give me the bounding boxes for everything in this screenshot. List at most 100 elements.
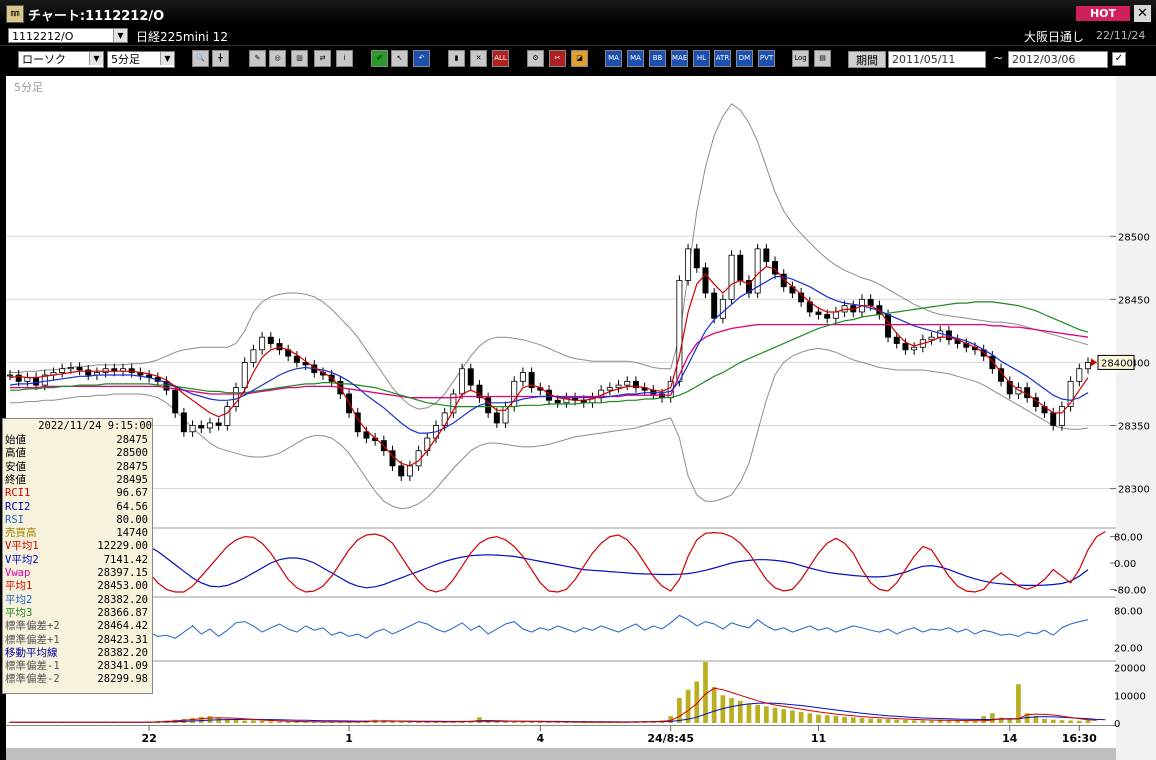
date-to-field[interactable]: 2012/03/06 xyxy=(1008,51,1108,68)
volume-bar xyxy=(537,721,543,723)
volume-bar xyxy=(1068,720,1073,723)
x-tick-label: 24/8:45 xyxy=(647,732,694,745)
bb-button[interactable]: BB xyxy=(649,50,666,67)
info-label: 高値 xyxy=(5,447,26,460)
candle-body xyxy=(780,273,787,288)
chevron-down-icon[interactable]: ▼ xyxy=(89,52,103,65)
atr-button[interactable]: ATR xyxy=(714,50,731,67)
candle-body xyxy=(67,367,74,370)
volume-bar xyxy=(520,721,526,723)
interval-select[interactable]: 5分足 ▼ xyxy=(107,51,175,68)
crosshair-icon[interactable]: ╋ xyxy=(212,50,229,67)
candle-icon[interactable]: ▮ xyxy=(448,50,465,67)
x-tick-label: 11 xyxy=(811,732,826,745)
apply-checkbox[interactable]: ✓ xyxy=(1112,52,1126,66)
info-value: 80.00 xyxy=(116,513,148,526)
candle-body xyxy=(1085,362,1091,370)
color-icon[interactable]: ✂ xyxy=(549,50,566,67)
volume-bar xyxy=(998,717,1004,723)
compare-icon[interactable]: ⇄ xyxy=(314,50,331,67)
candle-body xyxy=(693,248,700,269)
symbol-select[interactable]: 1112212/O ▼ xyxy=(8,28,128,43)
rsi-tick-label: 80.00 xyxy=(1114,606,1143,617)
log-button[interactable]: Log xyxy=(792,50,809,67)
volume-bar xyxy=(1042,718,1047,723)
last-price-box xyxy=(1097,354,1135,370)
ma2-line xyxy=(9,276,1089,434)
volume-bar xyxy=(929,720,934,723)
volume-bar xyxy=(277,721,282,723)
info-value: 12229.00 xyxy=(97,540,148,553)
volume-bar xyxy=(1085,720,1091,723)
candle-body xyxy=(815,311,822,315)
print-icon[interactable]: ▤ xyxy=(814,50,831,67)
close-icon[interactable]: ✕ xyxy=(1134,5,1151,22)
undo-icon[interactable]: ↶ xyxy=(413,50,430,67)
candle-body xyxy=(676,280,683,382)
ma-button-1[interactable]: MA xyxy=(605,50,622,67)
candle-body xyxy=(267,336,274,344)
candle-body xyxy=(476,384,483,399)
chart-type-select[interactable]: ローソク ▼ xyxy=(18,51,104,68)
info-value: 14740 xyxy=(116,527,148,540)
draw-tool-icon[interactable]: ✎ xyxy=(249,50,266,67)
chart-type-value: ローソク xyxy=(22,53,66,66)
volume-bar xyxy=(781,709,787,723)
ma3-line xyxy=(10,301,1089,408)
candle-body xyxy=(59,368,66,373)
volume-bar xyxy=(416,721,421,723)
info-label: 移動平均線 xyxy=(5,646,58,659)
info-label: 安値 xyxy=(5,460,26,473)
search-chart-icon[interactable]: ◎ xyxy=(269,50,286,67)
delete-icon[interactable]: ✕ xyxy=(470,50,487,67)
info-row: 標準偏差+1 28423.31 xyxy=(5,634,150,646)
hl-button[interactable]: HL xyxy=(693,50,710,67)
palette-icon[interactable]: ◪ xyxy=(571,50,588,67)
cursor-icon[interactable]: ↖ xyxy=(391,50,408,67)
info-row: 平均2 28382.20 xyxy=(5,594,150,606)
settings-icon[interactable]: ⚙ xyxy=(527,50,544,67)
volume-bar xyxy=(1016,684,1021,723)
mae-button[interactable]: MAE xyxy=(671,50,688,67)
interval-value: 5分足 xyxy=(111,53,140,66)
candle-body xyxy=(215,422,222,426)
dm-button[interactable]: DM xyxy=(736,50,753,67)
zoom-icon[interactable]: 🔍 xyxy=(192,50,209,67)
candle-body xyxy=(737,254,744,281)
volume-bar xyxy=(337,721,343,723)
date-from-field[interactable]: 2011/05/11 xyxy=(888,51,986,68)
chart-area[interactable] xyxy=(6,76,1116,725)
period-button[interactable]: 期間 xyxy=(848,51,886,68)
all-button[interactable]: ALL xyxy=(492,50,509,67)
hot-button[interactable]: HOT xyxy=(1076,6,1130,21)
ohlc-info-panel: 2022/11/24 9:15:00 始値 28475 高値 28500 安値 28475… xyxy=(2,418,153,694)
window-title: チャート:1112212/O xyxy=(28,9,165,24)
pen-icon[interactable]: ✐ xyxy=(371,50,388,67)
chevron-down-icon[interactable]: ▼ xyxy=(113,29,127,42)
info-value: 28500 xyxy=(116,447,148,460)
chevron-down-icon[interactable]: ▼ xyxy=(160,52,174,65)
volume-bar xyxy=(424,721,430,723)
volume-bar xyxy=(955,720,960,723)
price-axis-strip xyxy=(1116,76,1156,760)
volume-bar xyxy=(790,710,795,723)
volume-bar xyxy=(729,698,734,723)
volume-bar xyxy=(807,713,813,723)
horizontal-scrollbar[interactable] xyxy=(6,748,1116,760)
candle-body xyxy=(41,374,48,386)
volume-bar xyxy=(433,721,439,723)
candle-body xyxy=(711,292,718,319)
ma-button-2[interactable]: MA xyxy=(627,50,644,67)
chart-app-icon: ㎜ xyxy=(6,5,24,23)
volume-bar xyxy=(885,719,891,723)
candle-body xyxy=(763,248,770,262)
pvt-button[interactable]: PVT xyxy=(758,50,775,67)
volume-bar xyxy=(1050,719,1056,723)
ma1-line xyxy=(9,265,1089,467)
info-row: 安値 28475 xyxy=(5,461,150,473)
candle-body xyxy=(615,384,622,389)
bar-chart-icon[interactable]: ▥ xyxy=(291,50,308,67)
candle-body xyxy=(528,372,535,389)
info-icon[interactable]: i xyxy=(336,50,353,67)
info-value: 28299.98 xyxy=(97,673,148,686)
